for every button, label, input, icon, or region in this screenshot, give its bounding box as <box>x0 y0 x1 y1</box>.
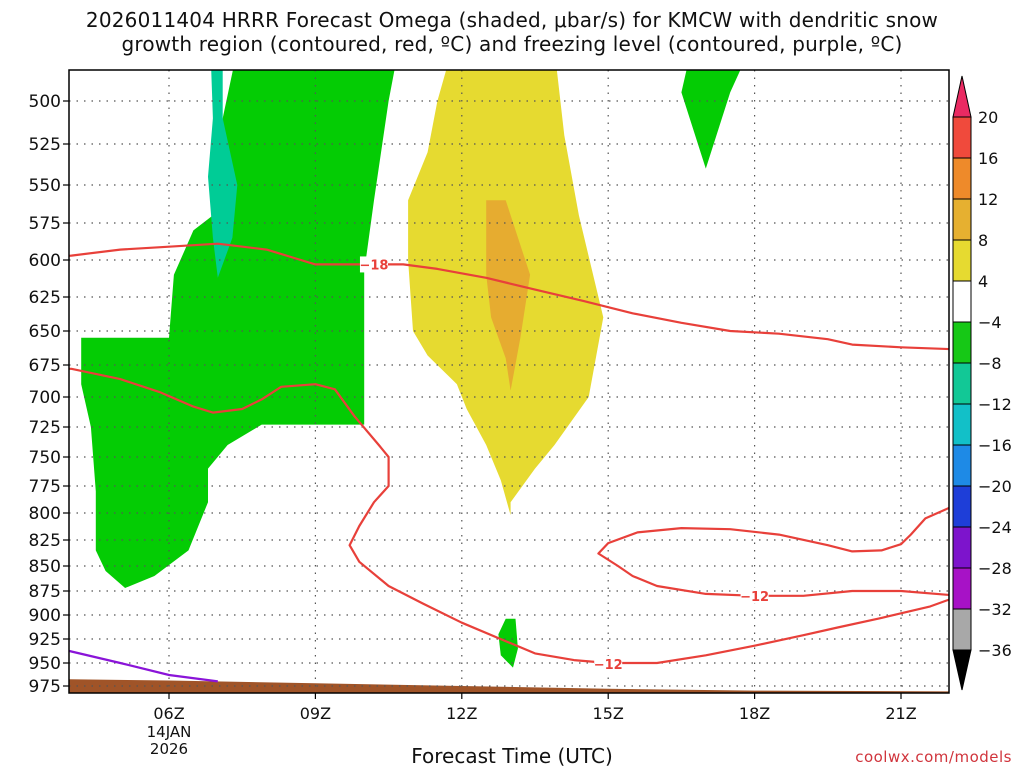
y-tick-label: 900 <box>29 606 61 626</box>
colorbar: 20 16 12 8 4 −4 −8 −12 −16 −20 −24 −28 −32 −36 <box>952 75 1012 691</box>
freezing-level-contour <box>69 649 218 683</box>
x-tick-sublabel: 2026 <box>150 740 188 758</box>
colorbar-label: −4 <box>978 313 1002 332</box>
colorbar-segment-10 <box>952 485 972 528</box>
colorbar-label: 8 <box>978 231 988 250</box>
axis-ticks: 500 525 550 575 600 625 650 675 700 725 750 775 800 8… <box>29 92 917 758</box>
colorbar-label: −20 <box>978 477 1012 496</box>
colorbar-label: −32 <box>978 600 1012 619</box>
y-tick-label: 950 <box>29 654 61 674</box>
omega-fill-layer <box>69 70 949 693</box>
omega-region-2 <box>681 70 741 169</box>
colorbar-segment-12 <box>952 567 972 610</box>
chart-title-line1: 2026011404 HRRR Forecast Omega (shaded, … <box>85 8 939 32</box>
y-tick-label: 775 <box>29 477 61 497</box>
y-tick-label: 650 <box>29 322 61 342</box>
dgz-contour-label-0: −18 <box>359 258 388 273</box>
colorbar-segment-9 <box>952 444 972 487</box>
colorbar-label: −12 <box>978 395 1012 414</box>
dgz-contour-label-1-bg <box>740 587 769 604</box>
colorbar-segment-7 <box>952 362 972 405</box>
colorbar-segment-2 <box>952 157 972 200</box>
y-tick-label: 925 <box>29 630 61 650</box>
dgz-contour-label-extra: −12 <box>594 658 623 673</box>
y-tick-label: 500 <box>29 92 61 112</box>
colorbar-segment-13 <box>952 608 972 651</box>
colorbar-label: 20 <box>978 108 998 127</box>
y-tick-label: 825 <box>29 531 61 551</box>
y-tick-label: 850 <box>29 557 61 577</box>
colorbar-segment-11 <box>952 526 972 569</box>
y-tick-label: 750 <box>29 448 61 468</box>
y-tick-label: 550 <box>29 176 61 196</box>
colorbar-label: −8 <box>978 354 1002 373</box>
x-axis-title: Forecast Time (UTC) <box>411 744 613 768</box>
plot-frame <box>68 69 950 694</box>
chart-title-line2: growth region (contoured, red, ºC) and f… <box>121 32 903 56</box>
y-tick-label: 725 <box>29 418 61 438</box>
omega-region-5 <box>486 200 531 391</box>
dgz-contour-label-1: −12 <box>740 590 769 605</box>
dgz-contour-1 <box>69 367 949 665</box>
colorbar-label: −24 <box>978 518 1012 537</box>
x-tick-label: 09Z <box>300 704 331 723</box>
colorbar-segment-4 <box>952 239 972 282</box>
colorbar-bottom-arrow <box>952 649 972 691</box>
y-tick-label: 675 <box>29 356 61 376</box>
colorbar-segment-8 <box>952 403 972 446</box>
colorbar-segment-6 <box>952 321 972 364</box>
x-tick-label: 18Z <box>739 704 770 723</box>
dgz-contour-0 <box>69 242 949 351</box>
dgz-contour-label-extra-bg <box>594 655 623 672</box>
colorbar-label: −28 <box>978 559 1012 578</box>
ground-fill <box>69 679 949 693</box>
x-tick-label: 06Z <box>153 704 184 723</box>
colorbar-label: 16 <box>978 149 998 168</box>
y-tick-label: 625 <box>29 288 61 308</box>
colorbar-segment-3 <box>952 198 972 241</box>
colorbar-label: −16 <box>978 436 1012 455</box>
colorbar-label: 4 <box>978 272 988 291</box>
colorbar-label: 12 <box>978 190 998 209</box>
x-tick-label: 21Z <box>885 704 916 723</box>
colorbar-top-arrow <box>952 75 972 118</box>
x-tick-sublabel: 14JAN <box>147 723 192 741</box>
x-tick-label: 12Z <box>446 704 477 723</box>
omega-region-1 <box>208 70 238 278</box>
omega-region-0 <box>81 70 395 588</box>
y-tick-label: 975 <box>29 677 61 697</box>
credit-text: coolwx.com/models <box>855 748 1012 766</box>
y-tick-label: 600 <box>29 251 61 271</box>
y-tick-label: 875 <box>29 582 61 602</box>
colorbar-segment-1 <box>952 116 972 159</box>
colorbar-label: −36 <box>978 641 1012 660</box>
colorbar-segment-5 <box>952 280 972 323</box>
y-tick-label: 525 <box>29 135 61 155</box>
y-tick-label: 700 <box>29 388 61 408</box>
contour-layer: −18 −12 −12 <box>69 242 949 683</box>
dgz-contour-label-0-bg <box>359 256 388 273</box>
y-tick-label: 575 <box>29 214 61 234</box>
x-tick-label: 15Z <box>593 704 624 723</box>
y-tick-label: 800 <box>29 504 61 524</box>
